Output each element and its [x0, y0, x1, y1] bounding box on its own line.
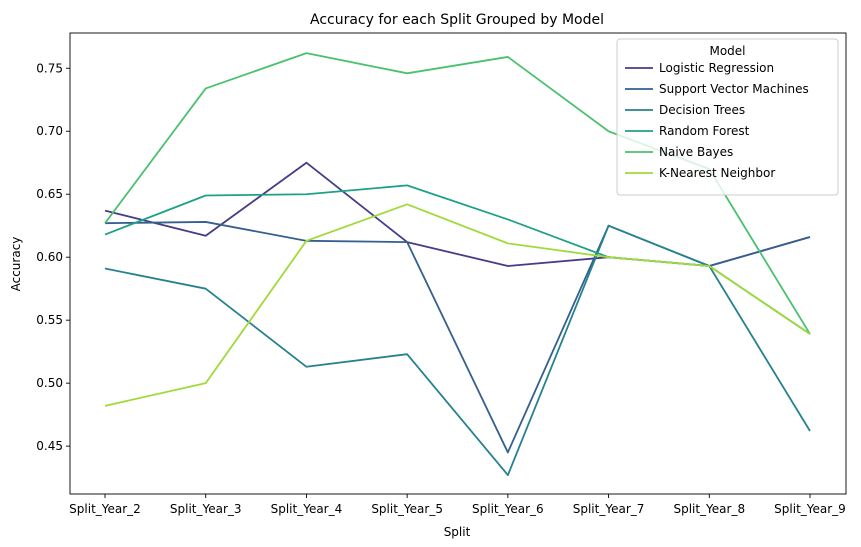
- legend-label: Decision Trees: [659, 103, 745, 117]
- y-axis-label: Accuracy: [9, 237, 23, 292]
- x-axis-label: Split: [444, 525, 471, 539]
- plot-area: [69, 32, 847, 495]
- x-tick-label: Split_Year_7: [573, 502, 645, 516]
- legend-box: [616, 38, 839, 196]
- series-line-5: [104, 203, 811, 407]
- x-tick-label: Split_Year_9: [774, 502, 846, 516]
- y-tick-label: 0.65: [36, 187, 63, 201]
- x-tick-label: Split_Year_4: [271, 502, 343, 516]
- y-tick-label: 0.75: [36, 61, 63, 75]
- x-tick-label: Split_Year_3: [170, 502, 242, 516]
- x-tick-label: Split_Year_5: [371, 502, 443, 516]
- x-tick-label: Split_Year_2: [69, 502, 141, 516]
- y-tick-label: 0.55: [36, 313, 63, 327]
- x-axis: Split_Year_2 Split_Year_3 Split_Year_4 Spli…: [69, 494, 846, 516]
- legend-label: Naive Bayes: [659, 145, 733, 159]
- legend-label: Support Vector Machines: [659, 82, 809, 96]
- legend-label: Random Forest: [659, 124, 750, 138]
- legend: Model Logistic Regression Support Vector M…: [616, 38, 839, 196]
- x-tick-label: Split_Year_6: [472, 502, 544, 516]
- series-line-3: [104, 184, 811, 335]
- x-tick-label: Split_Year_8: [673, 502, 745, 516]
- y-tick-label: 0.45: [36, 439, 63, 453]
- chart-title: Accuracy for each Split Grouped by Model: [310, 12, 604, 28]
- y-tick-label: 0.50: [36, 376, 63, 390]
- series-line-2: [104, 224, 811, 477]
- series-line-1: [104, 221, 811, 454]
- plot-frame: [69, 32, 847, 495]
- legend-label: K-Nearest Neighbor: [659, 166, 775, 180]
- y-tick-label: 0.60: [36, 250, 63, 264]
- legend-title: Model: [709, 44, 745, 58]
- y-axis: 0.45 0.50 0.55 0.60 0.65 0.70 0.75: [36, 61, 70, 453]
- y-tick-label: 0.70: [36, 124, 63, 138]
- legend-label: Logistic Regression: [659, 61, 774, 75]
